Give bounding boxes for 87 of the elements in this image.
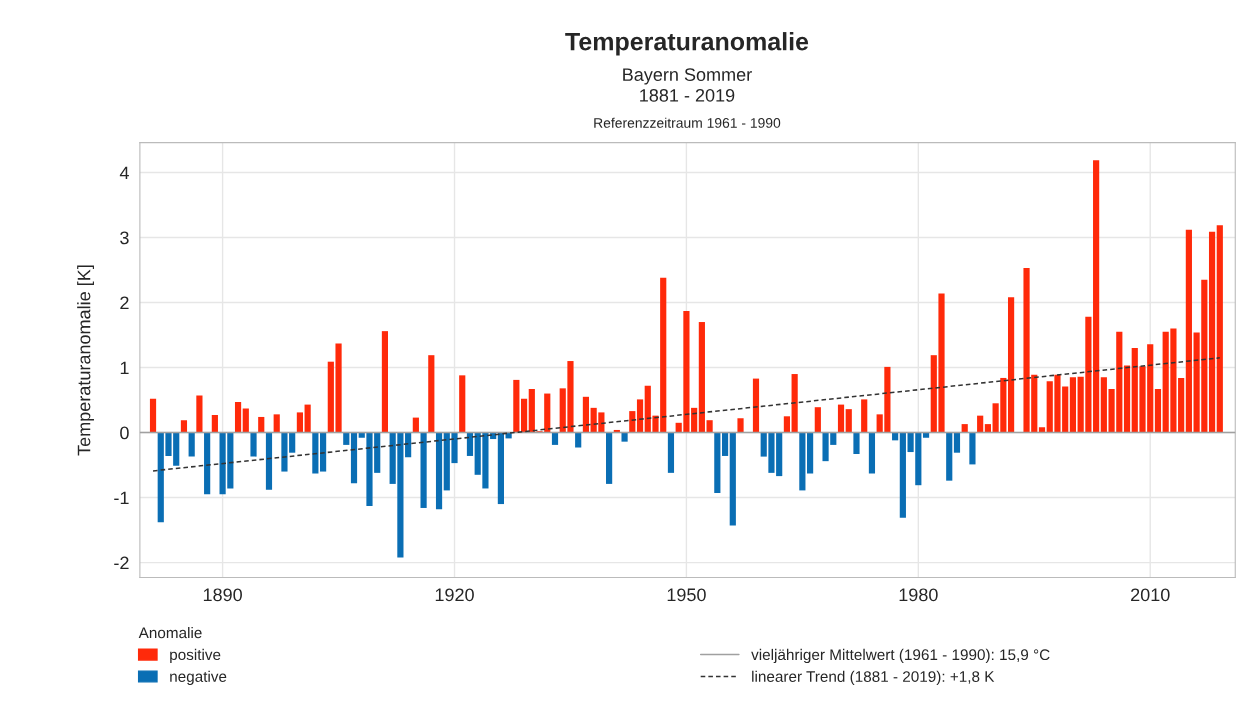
bar	[1007, 297, 1015, 433]
bar	[946, 432, 953, 481]
y-tick-label: 4	[119, 166, 129, 180]
bar	[466, 432, 474, 456]
bar	[582, 396, 590, 433]
bar	[196, 395, 203, 433]
x-tick-label: 1950	[667, 588, 706, 602]
bar	[791, 374, 798, 433]
bar	[853, 432, 860, 455]
bar	[435, 432, 443, 510]
bar	[636, 399, 644, 433]
bar	[1154, 389, 1162, 433]
y-tick-label: -2	[114, 556, 129, 570]
bar	[706, 420, 713, 433]
x-tick-label: 1980	[899, 588, 938, 602]
bar	[1216, 225, 1223, 433]
bar	[250, 432, 257, 457]
bar	[381, 331, 389, 433]
bar	[1208, 231, 1216, 433]
bar	[953, 432, 961, 453]
bar	[667, 432, 675, 473]
bar	[405, 432, 412, 458]
bar	[1069, 377, 1077, 433]
bar	[296, 412, 303, 433]
bar	[459, 375, 466, 433]
bar	[242, 408, 249, 433]
x-tick-label: 1890	[203, 588, 242, 602]
bar	[714, 432, 721, 494]
bar	[320, 432, 327, 472]
y-tick-label: 0	[120, 426, 129, 440]
bar	[721, 432, 729, 456]
x-tick-label: 2010	[1131, 588, 1170, 602]
text: Referenzzeitraum 1961 - 1990	[594, 117, 781, 128]
bar	[752, 378, 760, 433]
bar	[428, 355, 435, 433]
bar	[149, 398, 157, 433]
legend-label: positive	[170, 648, 221, 664]
bar	[265, 432, 273, 490]
y-axis-title: Temperaturanomalie [K]	[77, 265, 94, 456]
bar	[180, 420, 188, 433]
bar	[343, 432, 350, 445]
bar	[868, 432, 876, 474]
bar	[1123, 365, 1131, 433]
bar	[969, 432, 976, 465]
bar	[211, 415, 218, 433]
bar	[783, 416, 790, 433]
bar	[234, 402, 242, 433]
bar	[629, 411, 636, 433]
bar	[606, 432, 613, 484]
y-tick-label: -1	[114, 491, 129, 505]
bar	[807, 432, 814, 474]
bar	[799, 432, 806, 491]
legend-label: negative	[170, 670, 227, 685]
bar	[204, 432, 211, 495]
bar	[1093, 160, 1100, 433]
bar	[188, 432, 195, 457]
bar	[497, 432, 504, 505]
bar	[273, 414, 280, 433]
bar	[845, 409, 852, 433]
bar	[1185, 229, 1192, 433]
bar	[350, 432, 358, 484]
bar	[737, 418, 744, 433]
x-tick-label: 1920	[435, 588, 474, 602]
bar	[258, 416, 265, 433]
bar	[312, 432, 319, 474]
bar	[520, 398, 528, 433]
legend-label: vieljähriger Mittelwert (1961 - 1990): 15,9 °C	[751, 648, 1050, 664]
bar	[513, 379, 520, 433]
bar	[551, 432, 559, 445]
bar	[861, 399, 868, 433]
chart-subtitle: Bayern Sommer 1881 - 2019	[623, 68, 752, 102]
bar	[698, 322, 705, 433]
bar	[729, 432, 736, 526]
legend-title: Anomalie	[138, 626, 202, 639]
y-tick-label: 2	[120, 296, 129, 310]
chart-title: Temperaturanomalie	[565, 32, 809, 56]
bar	[977, 415, 984, 433]
bar	[420, 432, 427, 508]
y-tick-label: 3	[120, 231, 129, 245]
bar	[621, 432, 628, 442]
bar	[575, 432, 582, 448]
y-tick-label: 1	[120, 361, 129, 375]
bar	[304, 404, 311, 433]
legend-label: linearer Trend (1881 - 2019): +1,8 K	[752, 670, 995, 685]
bar	[412, 417, 419, 433]
bar	[837, 404, 845, 433]
bar	[814, 407, 821, 433]
